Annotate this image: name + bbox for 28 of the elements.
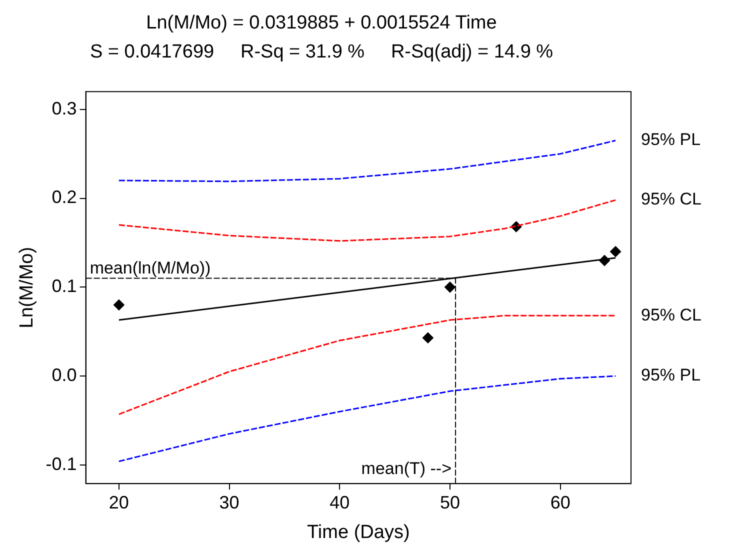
ref-line-label: mean(T) --> [361, 458, 452, 478]
y-tick-label: 0.3 [52, 98, 77, 118]
y-axis-title: Ln(M/Mo) [16, 246, 38, 328]
series-label: 95% CL [641, 305, 702, 324]
x-tick-label: 50 [440, 492, 460, 512]
line-series [118, 140, 616, 182]
y-tick-label: -0.1 [46, 454, 77, 474]
chart-title: Ln(M/Mo) = 0.0319885 + 0.0015524 Time [146, 12, 497, 34]
line-series [118, 199, 616, 242]
y-tick-label: 0.0 [52, 365, 77, 386]
chart-subtitle: S = 0.0417699 R-Sq = 31.9 % R-Sq(adj) = 14.9 % [90, 41, 554, 62]
x-tick-label: 60 [550, 492, 570, 512]
series-label: 95% CL [641, 190, 702, 209]
point [113, 299, 124, 310]
point [444, 282, 456, 293]
x-tick-label: 30 [219, 492, 240, 512]
line-series [118, 375, 616, 462]
y-tick-label: 0.1 [52, 276, 77, 296]
ref-line-label: mean(ln(M/Mo)) [90, 258, 211, 278]
series-label: 95% PL [641, 130, 701, 150]
series-label: 95% PL [641, 366, 701, 385]
line-series [118, 314, 616, 416]
x-tick-label: 20 [108, 492, 129, 512]
x-tick-label: 40 [330, 492, 350, 512]
point [610, 246, 622, 258]
point [422, 332, 434, 344]
y-tick-label: 0.2 [52, 187, 77, 208]
x-axis-title: Time (Days) [307, 522, 410, 543]
